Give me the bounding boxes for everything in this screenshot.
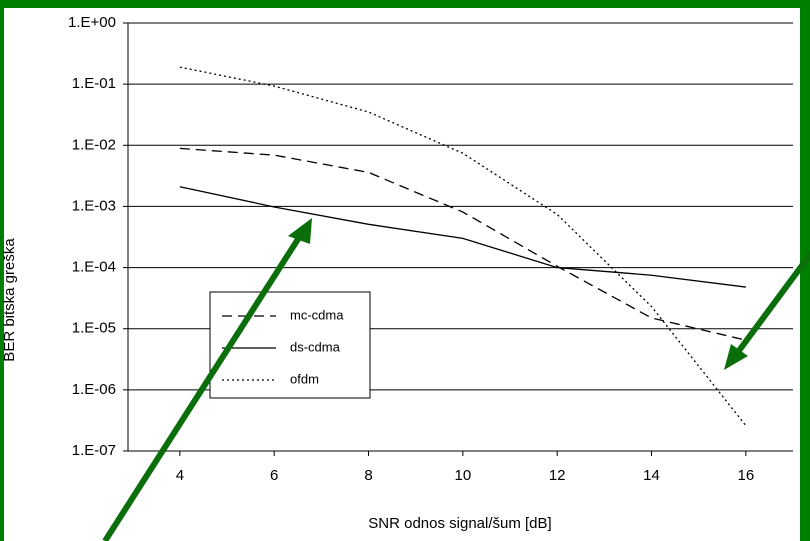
series-line	[179, 186, 746, 288]
x-tick-label: 10	[455, 467, 472, 484]
y-tick-label: 1.E+00	[68, 14, 116, 31]
x-tick-label: 16	[737, 467, 754, 484]
x-tick-label: 8	[364, 467, 372, 484]
arrow-head	[288, 218, 312, 244]
annotation-arrows	[102, 218, 810, 541]
legend-box	[209, 291, 371, 399]
legend-label: ofdm	[290, 371, 319, 386]
arrow	[102, 234, 303, 541]
x-tick-label: 14	[643, 467, 660, 484]
y-tick-label: 1.E-03	[72, 197, 116, 214]
arrow-head	[724, 344, 748, 370]
x-tick-label: 6	[270, 467, 278, 484]
y-tick-label: 1.E-04	[72, 259, 116, 276]
y-tick-label: 1.E-07	[72, 442, 116, 459]
legend-label: mc-cdma	[290, 307, 344, 322]
y-tick-label: 1.E-01	[72, 75, 116, 92]
background	[4, 8, 800, 541]
x-tick-label: 4	[176, 467, 184, 484]
y-tick-label: 1.E-06	[72, 381, 116, 398]
y-tick-label: 1.E-02	[72, 136, 116, 153]
y-axis-title: BER bitska greška	[1, 238, 18, 362]
legend-label: ds-cdma	[290, 339, 341, 354]
y-tick-label: 1.E-05	[72, 320, 116, 337]
x-axis-title: SNR odnos signal/šum [dB]	[368, 515, 551, 532]
legend: mc-cdma ds-cdma ofdm	[209, 291, 371, 399]
series-line	[179, 66, 747, 427]
x-tick-label: 12	[549, 467, 566, 484]
series-line	[179, 147, 746, 341]
arrow	[735, 250, 810, 354]
